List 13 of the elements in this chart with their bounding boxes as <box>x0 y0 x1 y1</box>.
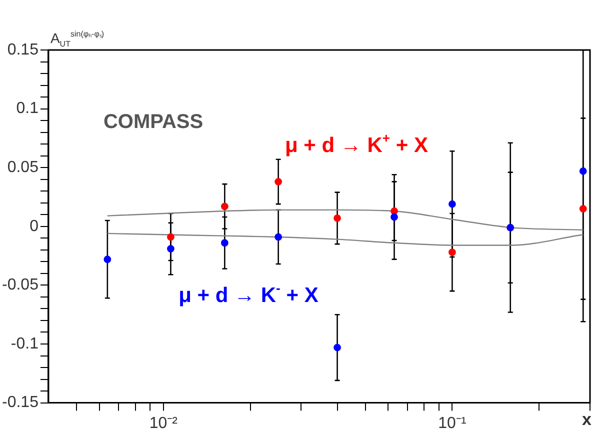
x-tick-label: 10⁻² <box>149 414 178 432</box>
y-tick-label: -0.05 <box>2 276 39 294</box>
y-tick-label: -0.15 <box>2 394 39 412</box>
x-tick-label: 10⁻¹ <box>438 414 466 432</box>
series-label: μ + d → K- + X <box>178 280 318 307</box>
y-tick-label: 0.15 <box>7 41 39 58</box>
y-tick-label: -0.1 <box>10 335 39 352</box>
x-axis-title: x <box>582 410 592 429</box>
series-label: μ + d → K+ + X <box>284 130 428 157</box>
y-tick-label: 0.1 <box>16 100 39 118</box>
annotation: COMPASS <box>103 111 204 133</box>
y-tick-label: 0.05 <box>7 159 39 176</box>
y-tick-label: 0 <box>30 218 39 235</box>
